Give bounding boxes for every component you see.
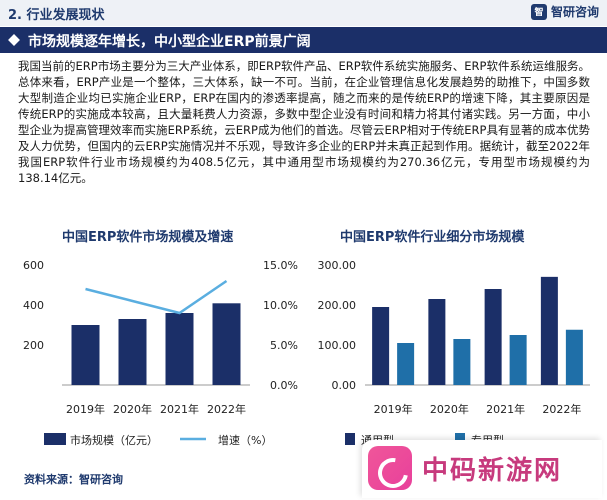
- banner-title: 市场规模逐年增长，中小型企业ERP前景广阔: [28, 34, 311, 50]
- chart2-x-tick: 2020年: [430, 402, 469, 416]
- body-paragraph: 我国当前的ERP市场主要分为三大产业体系，即ERP软件产品、ERP软件系统实施服…: [18, 59, 590, 185]
- chart1-y-left-tick: 200: [23, 339, 44, 352]
- app-logo-icon: [368, 446, 412, 490]
- chart1-x-tick: 2020年: [113, 402, 152, 416]
- chart2-x-tick: 2021年: [486, 402, 525, 416]
- chart2-bar-general: [428, 299, 446, 385]
- chart2-bar-general: [484, 289, 502, 385]
- chart2-bar-general: [372, 307, 390, 385]
- chart2-y-tick: 100.00: [318, 339, 357, 352]
- chart2-legend-swatch: [455, 433, 465, 445]
- chart2-y-tick: 200.00: [318, 299, 357, 312]
- app-badge[interactable]: 中码新游网: [362, 440, 602, 498]
- chart1-y-left-tick: 400: [23, 299, 44, 312]
- section-title: 2. 行业发展现状: [8, 8, 105, 23]
- chart1-y-right-tick: 0.0%: [270, 379, 298, 392]
- brand-name: 智研咨询: [550, 5, 599, 19]
- top-bar: 2. 行业发展现状 智 智研咨询: [0, 0, 607, 26]
- chart2-bar-special: [397, 343, 415, 385]
- chart2-bar-special: [509, 335, 527, 385]
- chart1-y-right-tick: 15.0%: [263, 259, 298, 272]
- chart2-y-tick: 300.00: [318, 259, 357, 272]
- chart1-x-tick: 2022年: [207, 402, 246, 416]
- brand-logo-icon: 智: [530, 3, 547, 20]
- chart1-bar: [71, 325, 100, 385]
- chart2-bar-special: [565, 329, 583, 385]
- source-note: 资料来源：智研咨询: [24, 473, 123, 486]
- chart1-bar: [165, 313, 194, 385]
- title-banner: 市场规模逐年增长，中小型企业ERP前景广阔: [0, 27, 607, 53]
- chart1-y-right-tick: 5.0%: [270, 339, 298, 352]
- chart1-growth-line: [85, 279, 228, 315]
- chart1-legend-label-bar: 市场规模（亿元）: [70, 433, 158, 447]
- chart1-bar: [212, 303, 241, 385]
- chart1-legend-label-line: 增速（%）: [218, 433, 272, 447]
- chart2-x-tick: 2019年: [374, 402, 413, 416]
- chart2-title: 中国ERP软件行业细分市场规模: [340, 230, 525, 245]
- brand: 智 智研咨询: [530, 3, 599, 20]
- chart1-y-right-tick: 10.0%: [263, 299, 298, 312]
- chart2-y-tick: 0.00: [332, 379, 357, 392]
- chart1-y-left-tick: 600: [23, 259, 44, 272]
- chart2-bar-special: [453, 339, 471, 385]
- chart1-title: 中国ERP软件市场规模及增速: [62, 230, 234, 245]
- chart1-bar: [118, 319, 147, 385]
- chart1-x-tick: 2021年: [160, 402, 199, 416]
- chart1-legend-swatch-bar: [44, 433, 66, 445]
- chart2-legend-swatch: [345, 433, 355, 445]
- chart2-x-tick: 2022年: [542, 402, 581, 416]
- chart1-x-tick: 2019年: [66, 402, 105, 416]
- chart2-bar-general: [540, 276, 558, 385]
- app-badge-text: 中码新游网: [422, 456, 563, 486]
